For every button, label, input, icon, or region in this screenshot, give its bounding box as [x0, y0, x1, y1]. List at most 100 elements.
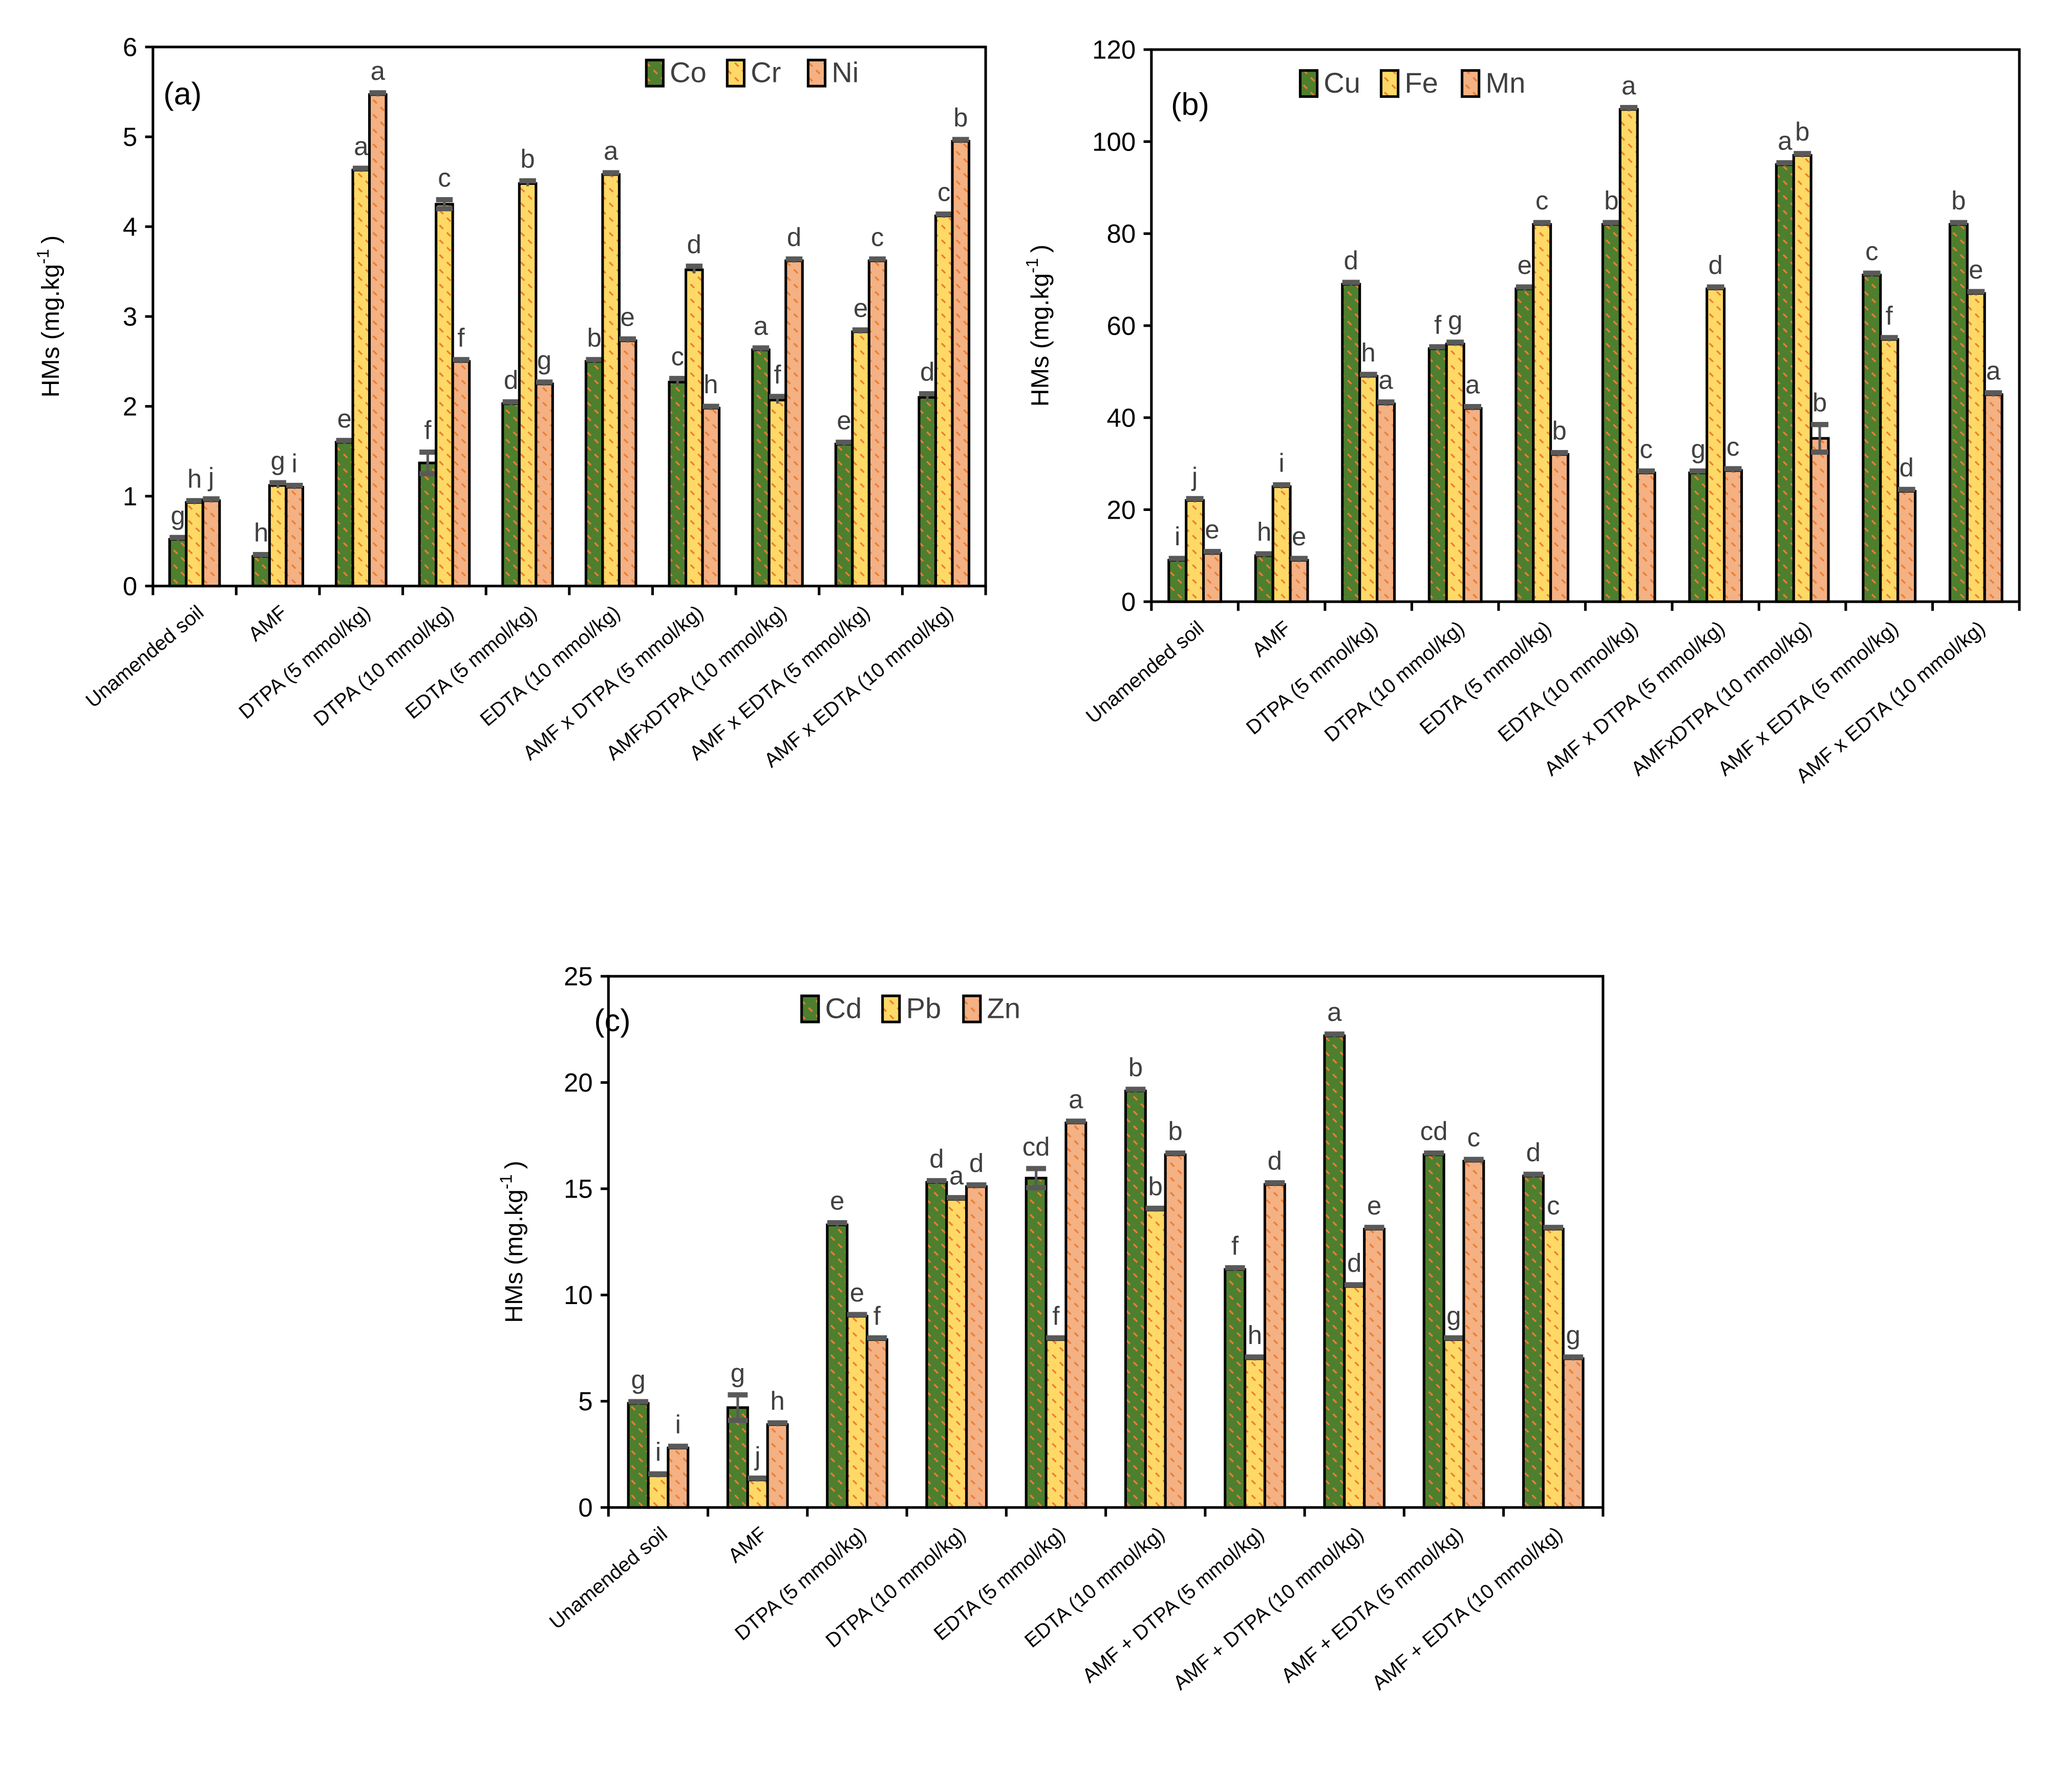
significance-letter: j	[207, 462, 214, 492]
bar-cr	[601, 173, 621, 588]
significance-letter: h	[703, 370, 718, 399]
significance-letter: b	[1604, 186, 1618, 215]
y-tick-label: 0	[123, 571, 137, 601]
significance-letter: f	[424, 416, 432, 445]
significance-letter: e	[621, 303, 635, 332]
legend-swatch-pb	[881, 994, 901, 1023]
error-bar-cap	[602, 170, 620, 176]
significance-letter: d	[504, 365, 518, 394]
significance-letter: a	[354, 132, 369, 161]
error-bar-cap	[1255, 551, 1273, 557]
significance-letter: j	[754, 1442, 760, 1471]
significance-letter: h	[187, 464, 202, 493]
significance-letter: f	[1231, 1231, 1239, 1261]
error-bar-cap	[1186, 496, 1204, 501]
error-bar-cap	[502, 399, 520, 404]
error-bar-cap	[847, 1312, 867, 1317]
error-bar-cap	[952, 137, 969, 142]
y-tick-label: 20	[1107, 495, 1136, 524]
y-tick-label: 40	[1107, 403, 1136, 433]
error-bar-cap	[1225, 1265, 1245, 1271]
significance-letter: a	[1327, 997, 1342, 1027]
error-bar-cap	[867, 1335, 887, 1341]
significance-letter: d	[1268, 1146, 1282, 1176]
error-bar-cap	[419, 450, 436, 455]
legend-label: Cr	[751, 56, 781, 89]
bar-zn	[1064, 1121, 1088, 1509]
bar-mn	[1462, 407, 1483, 603]
x-tick-label: AMF + DTPA (5 mmol/kg)	[1078, 1523, 1269, 1688]
y-tick-label: 0	[578, 1493, 592, 1522]
error-bar-cap	[252, 552, 270, 558]
bar-zn	[965, 1185, 988, 1509]
bar-pb	[1343, 1285, 1366, 1509]
significance-letter: i	[655, 1437, 661, 1466]
chart-panel-0: 0 1 2 3 4 5 6 HMs (mg.kg-1) (a) Unamended soil AMF…	[34, 33, 987, 772]
error-bar-cap	[1543, 1225, 1564, 1230]
bar-ni	[201, 499, 221, 588]
significance-letter: b	[1168, 1117, 1182, 1146]
error-bar-cap	[1464, 404, 1481, 410]
error-bar-cap	[1707, 284, 1724, 290]
error-bar-cap	[728, 1392, 748, 1398]
bar-cd	[1224, 1268, 1247, 1509]
y-tick-label: 120	[1092, 35, 1136, 65]
y-tick-label: 20	[564, 1068, 593, 1097]
error-bar-cap	[1359, 372, 1377, 377]
error-bar-cap	[767, 1420, 788, 1426]
panel-label: (c)	[594, 1003, 630, 1038]
error-bar-cap	[1290, 556, 1308, 561]
error-bar-cap	[1065, 1118, 1086, 1124]
error-bar-cap	[1273, 482, 1291, 488]
bar-mn	[1376, 402, 1396, 603]
bar-cu	[1167, 559, 1188, 603]
error-bar-cap	[619, 336, 636, 342]
error-bar-cap	[702, 403, 719, 409]
bar-cd	[1422, 1153, 1445, 1509]
bar-pb	[1044, 1338, 1068, 1509]
error-bar-cap	[669, 376, 686, 381]
bar-cu	[1427, 347, 1448, 603]
legend-swatch-zn	[962, 994, 982, 1023]
bar-cu	[1515, 287, 1535, 603]
bar-zn	[1363, 1228, 1386, 1509]
y-tick-label: 6	[123, 33, 137, 62]
error-bar-cap	[1429, 344, 1447, 350]
bar-cu	[1775, 163, 1795, 603]
significance-letter: c	[671, 342, 684, 371]
error-bar-cap	[852, 327, 869, 333]
error-bar-cap	[1125, 1086, 1146, 1092]
significance-letter: d	[1709, 250, 1723, 280]
significance-letter: e	[854, 293, 868, 323]
panel-label: (a)	[163, 76, 202, 111]
x-tick-label: AMF + DTPA (10 mmol/kg)	[1169, 1523, 1368, 1695]
error-bar-cap	[1863, 270, 1881, 276]
bar-ni	[617, 339, 637, 588]
bar-fe	[1185, 499, 1205, 603]
significance-letter: f	[774, 360, 781, 389]
bar-pb	[1243, 1357, 1266, 1509]
significance-letter: e	[850, 1278, 864, 1307]
significance-letter: e	[830, 1186, 844, 1215]
bar-zn	[766, 1423, 789, 1509]
bar-zn	[865, 1338, 888, 1509]
bar-mn	[1289, 559, 1309, 603]
significance-letter: g	[270, 446, 285, 475]
y-tick-label: 10	[564, 1281, 593, 1310]
bar-fe	[1445, 343, 1465, 603]
bar-cr	[185, 501, 204, 588]
error-bar-cap	[536, 379, 553, 385]
error-bar-cap	[1533, 220, 1551, 225]
significance-letter: a	[1778, 126, 1793, 155]
error-bar-cap	[1950, 220, 1968, 225]
y-axis-label-sup: -1	[497, 1174, 516, 1189]
significance-letter: a	[604, 136, 619, 165]
bar-mn	[1636, 472, 1656, 603]
bar-co	[334, 441, 354, 588]
chart-panel-1: 0 20 40 60 80 100 120 HMs (mg.kg-1) (b) Unamended…	[1023, 35, 2021, 787]
y-tick-label: 4	[123, 212, 137, 242]
significance-letter: b	[1951, 186, 1966, 215]
significance-letter: d	[929, 1144, 944, 1174]
error-bar-cap	[269, 480, 286, 485]
